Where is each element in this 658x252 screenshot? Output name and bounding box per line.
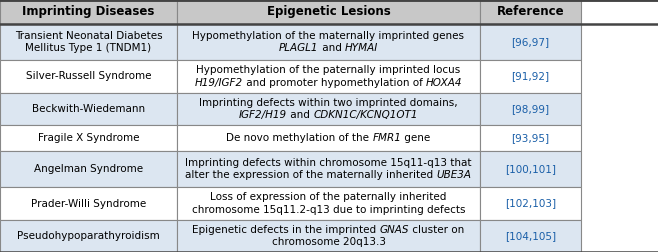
- Bar: [177, 24, 480, 60]
- Bar: [0, 93, 177, 125]
- Bar: [177, 125, 480, 151]
- Text: Loss of expression of the paternally inherited: Loss of expression of the paternally inh…: [211, 192, 447, 202]
- Text: Beckwith-Wiedemann: Beckwith-Wiedemann: [32, 104, 145, 114]
- Text: Silver-Russell Syndrome: Silver-Russell Syndrome: [26, 72, 151, 81]
- Bar: [480, 151, 581, 187]
- Bar: [177, 151, 480, 187]
- Text: [98,99]: [98,99]: [511, 104, 549, 114]
- Text: chromosome 15q11.2-q13 due to imprinting defects: chromosome 15q11.2-q13 due to imprinting…: [191, 205, 465, 215]
- Bar: [0, 220, 177, 252]
- Text: Mellitus Type 1 (TNDM1): Mellitus Type 1 (TNDM1): [26, 43, 151, 53]
- Bar: [480, 220, 581, 252]
- Text: HYMAI: HYMAI: [345, 43, 378, 53]
- Text: PLAGL1: PLAGL1: [279, 43, 318, 53]
- Text: IGF2/H19: IGF2/H19: [239, 110, 288, 120]
- Text: Reference: Reference: [497, 5, 565, 18]
- Text: alter the expression of the maternally inherited: alter the expression of the maternally i…: [186, 170, 437, 180]
- Bar: [0, 187, 177, 220]
- Text: CDKN1C/KCNQ1OT1: CDKN1C/KCNQ1OT1: [313, 110, 418, 120]
- Text: HOXA4: HOXA4: [426, 78, 463, 88]
- Bar: [0, 60, 177, 93]
- Bar: [177, 60, 480, 93]
- Bar: [177, 93, 480, 125]
- Text: [104,105]: [104,105]: [505, 231, 556, 241]
- Bar: [177, 0, 480, 24]
- Text: [93,95]: [93,95]: [511, 133, 549, 143]
- Text: Imprinting defects within chromosome 15q11-q13 that: Imprinting defects within chromosome 15q…: [186, 158, 472, 168]
- Text: gene: gene: [401, 133, 431, 143]
- Bar: [177, 220, 480, 252]
- Text: [96,97]: [96,97]: [511, 37, 549, 47]
- Bar: [0, 24, 177, 60]
- Text: Hypomethylation of the paternally imprinted locus: Hypomethylation of the paternally imprin…: [196, 65, 461, 75]
- Text: Fragile X Syndrome: Fragile X Syndrome: [38, 133, 139, 143]
- Bar: [480, 125, 581, 151]
- Text: chromosome 20q13.3: chromosome 20q13.3: [272, 237, 386, 247]
- Text: Angelman Syndrome: Angelman Syndrome: [34, 164, 143, 174]
- Bar: [480, 93, 581, 125]
- Text: [102,103]: [102,103]: [505, 199, 556, 209]
- Text: and: and: [288, 110, 313, 120]
- Text: FMR1: FMR1: [372, 133, 401, 143]
- Text: Pseudohypoparathyroidism: Pseudohypoparathyroidism: [17, 231, 160, 241]
- Bar: [480, 187, 581, 220]
- Bar: [480, 24, 581, 60]
- Text: Imprinting defects within two imprinted domains,: Imprinting defects within two imprinted …: [199, 98, 458, 108]
- Text: [91,92]: [91,92]: [511, 72, 549, 81]
- Text: Epigenetic Lesions: Epigenetic Lesions: [266, 5, 390, 18]
- Text: and promoter hypomethylation of: and promoter hypomethylation of: [243, 78, 426, 88]
- Text: cluster on: cluster on: [409, 225, 465, 235]
- Text: Transient Neonatal Diabetes: Transient Neonatal Diabetes: [14, 31, 163, 41]
- Bar: [480, 60, 581, 93]
- Text: De novo methylation of the: De novo methylation of the: [226, 133, 372, 143]
- Bar: [0, 125, 177, 151]
- Text: Prader-Willi Syndrome: Prader-Willi Syndrome: [31, 199, 146, 209]
- Text: Imprinting Diseases: Imprinting Diseases: [22, 5, 155, 18]
- Text: GNAS: GNAS: [380, 225, 409, 235]
- Text: Hypomethylation of the maternally imprinted genes: Hypomethylation of the maternally imprin…: [193, 31, 465, 41]
- Text: UBE3A: UBE3A: [437, 170, 472, 180]
- Bar: [0, 0, 177, 24]
- Bar: [0, 151, 177, 187]
- Text: [100,101]: [100,101]: [505, 164, 556, 174]
- Text: H19/IGF2: H19/IGF2: [195, 78, 243, 88]
- Text: Epigenetic defects in the imprinted: Epigenetic defects in the imprinted: [192, 225, 380, 235]
- Text: and: and: [318, 43, 345, 53]
- Bar: [177, 187, 480, 220]
- Bar: [480, 0, 581, 24]
